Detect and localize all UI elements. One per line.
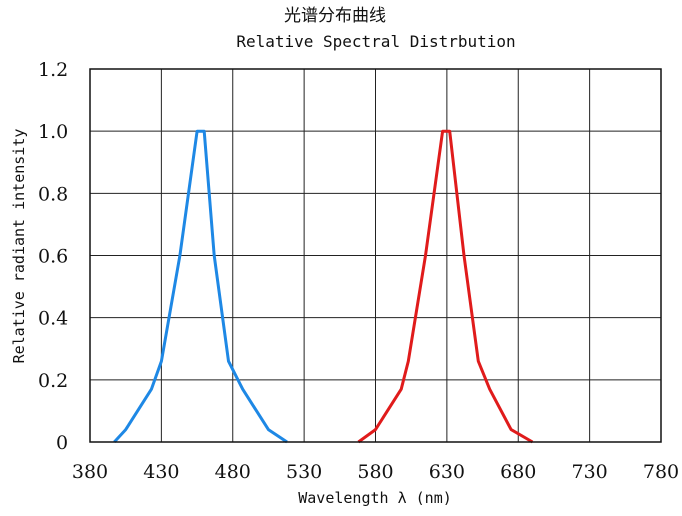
x-tick-label: 430 [143,461,179,483]
chart-subtitle: Relative Spectral Distrbution [236,32,515,51]
x-tick-label: 380 [72,461,108,483]
y-tick-label: 1.2 [38,59,68,81]
x-tick-label: 780 [643,461,679,483]
chart-title: 光谱分布曲线 [284,6,386,26]
y-tick-label: 1.0 [38,121,68,143]
y-tick-label: 0.8 [38,183,68,205]
y-tick-label: 0.2 [38,370,68,392]
grid [90,69,661,442]
x-axis-label: Wavelength λ (nm) [298,489,452,507]
y-tick-label: 0.4 [38,308,68,330]
x-tick-label: 480 [215,461,251,483]
series-line-1 [113,129,288,444]
y-axis-label: Relative radiant intensity [10,129,28,364]
x-tick-label: 580 [357,461,393,483]
tick-labels: 380 430 480 530 580 630 680 730 780 0 0.2 0.4 0.6 0.8… [38,59,679,483]
x-tick-label: 680 [500,461,536,483]
x-tick-label: 630 [429,461,465,483]
x-tick-label: 530 [286,461,322,483]
x-tick-label: 730 [571,461,607,483]
y-tick-label: 0.6 [38,246,68,268]
series-line-2 [357,129,534,444]
y-tick-label: 0 [56,432,68,454]
plot-frame [89,68,662,443]
series-lines [113,129,534,444]
